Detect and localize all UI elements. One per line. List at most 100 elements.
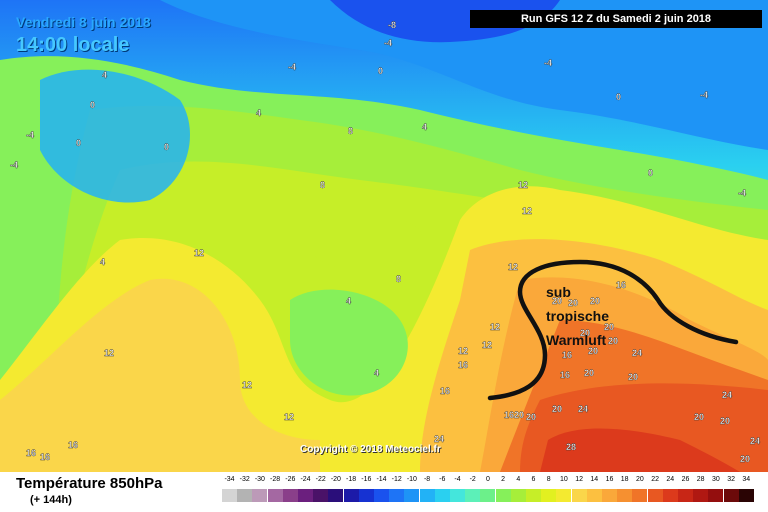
- scale-tick: 28: [696, 476, 705, 483]
- scale-swatch: [602, 489, 617, 502]
- isotherm-label: 0: [76, 138, 81, 148]
- scale-swatch: [222, 489, 237, 502]
- forecast-hour: (+ 144h): [30, 494, 72, 506]
- isotherm-label: 16: [560, 370, 570, 380]
- isotherm-label: 0: [164, 142, 169, 152]
- color-scale: -34 -32 -30 -28 -26 -24 -22 -20 -18 -16 -14 -12 -10-…: [222, 472, 758, 512]
- scale-swatch: [571, 489, 587, 502]
- isotherm-label: 20: [740, 454, 750, 464]
- scale-swatch: [298, 489, 313, 502]
- isotherm-labels: -8 -4 -4 -4 -4 -4 -4 -4 0 0 0 0 0 0 4 4 4 4 4 4 8 8 8 12 12 12 12 1…: [10, 20, 760, 464]
- scale-tick: -8: [423, 476, 431, 483]
- isotherm-label: -4: [738, 188, 746, 198]
- isotherm-label: 4: [102, 70, 107, 80]
- isotherm-label: 12: [522, 206, 532, 216]
- scale-swatch: [343, 489, 359, 502]
- isotherm-label: 8: [396, 274, 401, 284]
- scale-swatch: [480, 489, 496, 502]
- isotherm-label: 12: [458, 346, 468, 356]
- temperature-map: -8 -4 -4 -4 -4 -4 -4 -4 0 0 0 0 0 0 4 4 4 4 4 4 8 8 8 12 12 12 12 1…: [0, 0, 768, 472]
- scale-swatch: [434, 489, 450, 502]
- isotherm-label: -4: [544, 58, 552, 68]
- greenland-cold: [40, 69, 190, 203]
- annotation-line-3: Warmluft: [546, 332, 607, 348]
- isotherm-label: 20: [552, 296, 562, 306]
- scale-swatch: [693, 489, 709, 502]
- scale-swatch: [738, 489, 754, 502]
- isotherm-label: 24: [578, 404, 588, 414]
- isotherm-label: 4: [256, 108, 261, 118]
- scale-swatch: [419, 489, 435, 502]
- scale-tick: 0: [485, 476, 490, 483]
- scale-tick: -26: [285, 476, 296, 483]
- scale-swatch: [647, 489, 663, 502]
- scale-swatch: [617, 489, 633, 502]
- isotherm-label: -4: [10, 160, 18, 170]
- scale-tick: 26: [681, 476, 690, 483]
- scale-swatch: [723, 489, 739, 502]
- isotherm-label: 4: [346, 296, 351, 306]
- isotherm-label: 0: [648, 168, 653, 178]
- isotherm-label: 12: [482, 340, 492, 350]
- scale-tick: 34: [742, 476, 751, 483]
- isotherm-label: 20: [584, 368, 594, 378]
- isotherm-label: -4: [384, 38, 392, 48]
- scale-tick: -24: [300, 476, 311, 483]
- isotherm-label: 12: [194, 248, 204, 258]
- isotherm-label: 28: [566, 442, 576, 452]
- isotherm-label: 20: [580, 328, 590, 338]
- isotherm-label: 24: [750, 436, 760, 446]
- isotherm-label: 1620: [504, 410, 524, 420]
- isotherm-label: 12: [242, 380, 252, 390]
- scale-tick: -2: [469, 476, 476, 483]
- scale-tick: 22: [651, 476, 659, 483]
- scale-tick: -6: [439, 476, 446, 483]
- run-info: Run GFS 12 Z du Samedi 2 juin 2018: [470, 10, 762, 28]
- warm-zone-west: [0, 278, 320, 472]
- legend-footer: Température 850hPa (+ 144h) -34 -32 -30 -28…: [0, 472, 768, 512]
- scale-tick: -32: [239, 476, 250, 483]
- scale-swatch: [586, 489, 602, 502]
- warm-air-boundary: [487, 259, 739, 401]
- scale-swatch: [632, 489, 648, 502]
- cold-band-north: [160, 0, 768, 150]
- scale-tick: 14: [590, 476, 599, 483]
- scale-swatch: [374, 489, 389, 502]
- isotherm-label: 24: [434, 434, 444, 444]
- isotherm-label: 20: [608, 336, 618, 346]
- scale-swatch: [662, 489, 678, 502]
- scale-swatch: [678, 489, 693, 502]
- isotherm-label: 24: [632, 348, 642, 358]
- isotherm-label: 20: [568, 298, 578, 308]
- scale-tick: -28: [270, 476, 281, 483]
- scale-swatch: [237, 489, 253, 502]
- isotherm-label: 0: [616, 92, 621, 102]
- isotherm-label: 20: [720, 416, 730, 426]
- valid-time: 14:00 locale: [16, 34, 130, 56]
- isotherm-label: 16: [616, 280, 626, 290]
- scale-tick: 18: [620, 476, 629, 483]
- isotherm-label: 20: [590, 296, 600, 306]
- scale-swatch: [526, 489, 541, 502]
- copyright-notice: Copyright © 2018 Meteociel.fr: [300, 444, 441, 455]
- scale-tick: 30: [711, 476, 720, 483]
- isotherm-label: 20: [526, 412, 536, 422]
- scale-tick: 8: [546, 476, 551, 483]
- scale-tick: -12: [391, 476, 402, 483]
- isotherm-label: -8: [388, 20, 396, 30]
- scale-tick: -14: [376, 476, 387, 483]
- scale-swatch: [328, 489, 344, 502]
- scale-swatch: [465, 489, 481, 502]
- scale-tick: 12: [575, 476, 583, 483]
- scale-tick: -22: [315, 476, 326, 483]
- isotherm-label: -4: [26, 130, 34, 140]
- scale-tick: 24: [666, 476, 675, 483]
- scale-tick: 2: [501, 476, 506, 483]
- scale-swatch: [313, 489, 329, 502]
- cool-pocket-2: [307, 214, 422, 270]
- isotherm-label: 12: [490, 322, 500, 332]
- isotherm-label: 16: [40, 452, 50, 462]
- scale-tick: -20: [330, 476, 341, 483]
- scale-tick: -18: [346, 476, 357, 483]
- annotation-line-2: tropische: [546, 308, 610, 324]
